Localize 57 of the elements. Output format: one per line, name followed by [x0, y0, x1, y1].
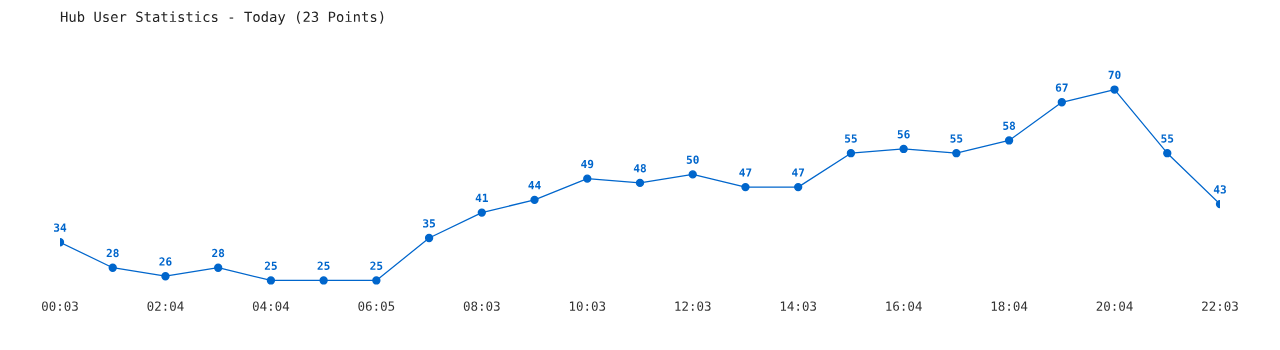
x-tick-label: 20:04 [1096, 301, 1133, 311]
x-tick-label: 02:04 [147, 301, 184, 311]
data-label: 56 [897, 130, 910, 139]
point [530, 195, 539, 205]
point [952, 149, 961, 158]
data-label: 25 [264, 261, 277, 270]
data-label: 28 [212, 248, 225, 258]
point [214, 263, 223, 272]
point [477, 208, 486, 217]
x-tick-label: 14:03 [780, 301, 817, 311]
data-label: 44 [528, 181, 541, 190]
x-tick-label: 16:04 [886, 301, 922, 311]
point [424, 233, 434, 243]
point [899, 144, 908, 154]
point [741, 182, 750, 192]
data-label: 47 [792, 168, 805, 177]
data-label: 67 [1055, 83, 1068, 92]
point [372, 276, 381, 285]
point [688, 170, 697, 179]
x-tick-label: 12:03 [675, 301, 711, 311]
data-label: 50 [686, 155, 699, 164]
point [161, 272, 170, 281]
data-label: 41 [475, 193, 488, 202]
data-label: 55 [1161, 134, 1174, 143]
point [319, 276, 328, 285]
point [108, 263, 117, 272]
data-label: 55 [845, 134, 857, 143]
point [635, 178, 645, 188]
point [266, 276, 276, 285]
point [1057, 98, 1066, 107]
data-label: 55 [950, 134, 963, 143]
x-tick-label: 10:03 [569, 301, 606, 311]
data-label: 34 [53, 223, 67, 232]
data-label: 47 [739, 168, 752, 177]
data-label: 58 [1003, 121, 1016, 130]
point [583, 174, 592, 183]
x-tick-label: 06:05 [358, 301, 395, 311]
data-label: 35 [423, 219, 436, 228]
data-label: 25 [370, 261, 383, 270]
point [1163, 149, 1172, 158]
data-label: 48 [633, 163, 646, 173]
point [1110, 85, 1119, 94]
chart-title: Hub User Statistics - Today (23 Points) [60, 11, 384, 25]
x-tick-label: 04:04 [252, 301, 290, 311]
data-label: 25 [317, 261, 330, 270]
x-tick-label: 22:03 [1202, 301, 1238, 311]
data-label: 70 [1108, 70, 1121, 80]
data-label: 28 [106, 248, 119, 258]
x-tick-label: 18:04 [991, 301, 1028, 311]
point [794, 182, 803, 192]
x-tick-label: 00:03 [42, 301, 78, 311]
data-label: 43 [1213, 185, 1226, 194]
data-label: 49 [581, 159, 594, 169]
x-tick-label: 08:03 [463, 301, 500, 311]
data-label: 26 [159, 257, 172, 266]
point [846, 149, 856, 158]
point [1004, 136, 1014, 145]
